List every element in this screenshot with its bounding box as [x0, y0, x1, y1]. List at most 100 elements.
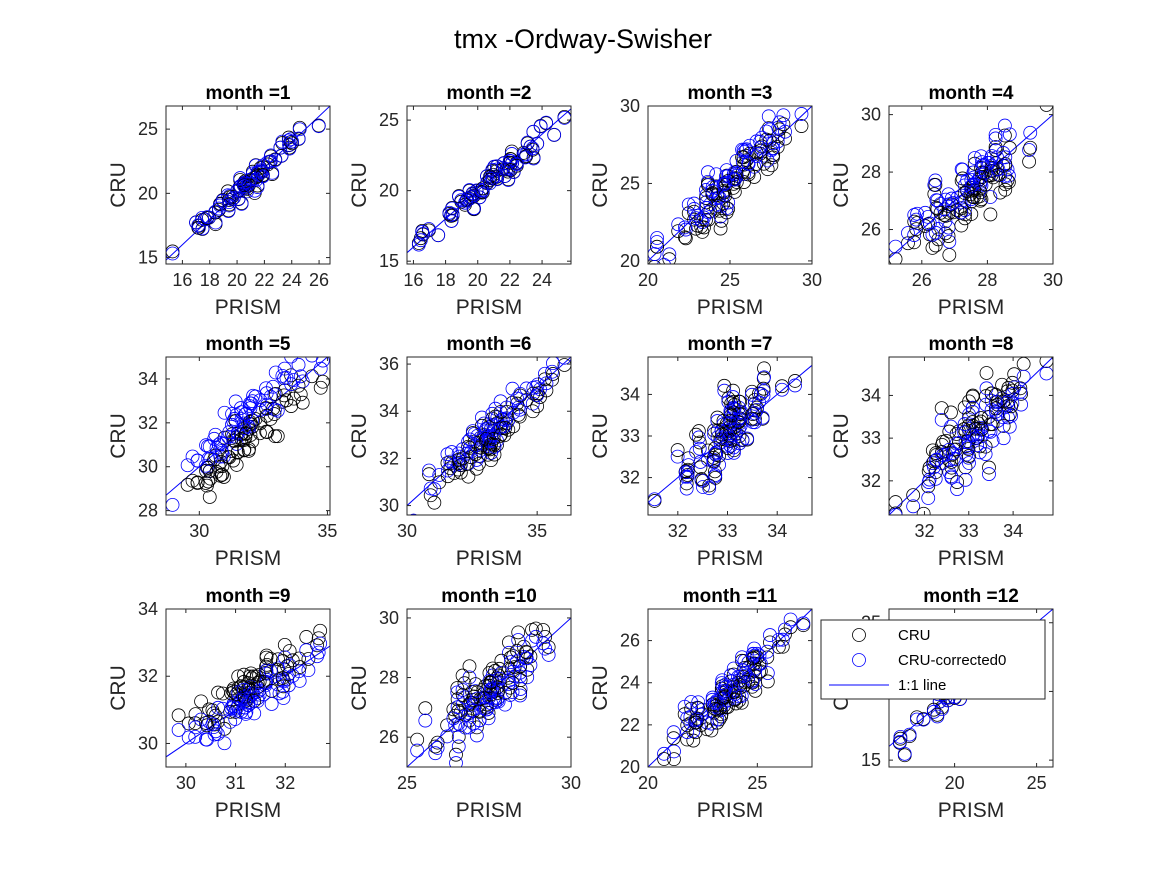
cru-corrected-point: [965, 428, 980, 443]
cru-corrected-point: [650, 231, 664, 245]
cru-corrected-point: [497, 169, 512, 183]
panel-title: month =1: [206, 83, 291, 104]
plot-area: [166, 609, 330, 767]
cru-corrected-point: [493, 394, 508, 409]
cru-corrected-point: [246, 686, 261, 701]
cru-corrected-point: [268, 153, 283, 168]
cru-corrected-point: [931, 222, 946, 236]
cru-point: [291, 378, 306, 393]
cru-corrected-point: [222, 198, 237, 213]
cru-corrected-point: [199, 732, 213, 747]
cru-corrected-point: [453, 718, 468, 732]
cru-corrected-point: [934, 412, 949, 427]
y-tick-label: 36: [379, 354, 399, 374]
cru-corrected-point: [757, 148, 771, 163]
cru-corrected-point: [727, 172, 742, 187]
cru-corrected-point: [796, 616, 811, 631]
cru-point: [657, 752, 671, 766]
cru-corrected-point: [256, 687, 271, 702]
cru-corrected-point: [418, 713, 433, 728]
cru-corrected-point: [657, 746, 671, 761]
cru-corrected-point: [512, 402, 527, 417]
cru-point: [978, 177, 993, 192]
cru-corrected-point: [243, 396, 257, 411]
cru-corrected-point: [293, 369, 308, 384]
cru-corrected-point: [957, 425, 972, 440]
cru-corrected-point: [1016, 369, 1031, 384]
cru-corrected-point: [732, 669, 747, 684]
cru-corrected-point: [502, 153, 517, 168]
cru-point: [253, 426, 267, 441]
cru-corrected-point: [972, 445, 987, 460]
cru-point: [512, 409, 527, 424]
cru-point: [934, 401, 949, 416]
y-axis-label: CRU: [348, 162, 371, 208]
cru-point: [446, 702, 461, 717]
cru-point: [708, 441, 723, 456]
panel-title: month =5: [206, 334, 291, 355]
cru-point: [973, 185, 988, 200]
cru-corrected-point: [928, 225, 943, 240]
cru-corrected-point: [181, 730, 196, 745]
y-axis-label: CRU: [589, 413, 612, 459]
cru-corrected-point: [909, 212, 924, 227]
cru-point: [490, 686, 505, 700]
cru-corrected-point: [680, 725, 695, 740]
cru-corrected-point: [962, 456, 976, 470]
cru-corrected-point: [1002, 419, 1017, 434]
cru-corrected-point: [916, 712, 931, 727]
cru-point: [276, 679, 291, 694]
cru-point: [757, 361, 771, 376]
cru-corrected-point: [988, 131, 1003, 146]
cru-corrected-point: [965, 400, 980, 415]
cru-point: [465, 693, 480, 707]
cru-corrected-point: [490, 172, 504, 187]
y-tick-label: 26: [379, 727, 399, 747]
cru-point: [738, 675, 753, 689]
cru-corrected-point: [937, 202, 952, 217]
x-tick-label: 30: [176, 773, 196, 793]
cru-corrected-point: [710, 712, 725, 727]
cru-point: [263, 651, 278, 666]
cru-corrected-point: [260, 397, 275, 412]
cru-point: [959, 439, 974, 453]
cru-corrected-point: [538, 641, 553, 656]
cru-point: [482, 440, 497, 455]
cru-point: [472, 703, 487, 718]
cru-point: [1039, 106, 1053, 112]
cru-point: [996, 419, 1011, 433]
cru-corrected-point: [701, 165, 715, 180]
cru-corrected-point: [205, 717, 220, 732]
cru-point: [907, 235, 922, 250]
cru-point: [721, 201, 736, 216]
x-tick-label: 20: [227, 270, 247, 290]
cru-point: [275, 671, 290, 685]
cru-corrected-point: [691, 695, 706, 710]
cru-corrected-point: [228, 394, 243, 409]
axes-box: [647, 608, 813, 768]
cru-point: [955, 171, 970, 186]
cru-point: [230, 445, 245, 459]
cru-corrected-point: [701, 205, 716, 220]
x-axis-label: PRISM: [938, 547, 1005, 570]
cru-corrected-point: [440, 729, 455, 744]
cru-point: [693, 460, 708, 475]
cru-point: [921, 217, 935, 232]
cru-corrected-point: [775, 382, 789, 397]
cru-corrected-point: [226, 190, 241, 205]
cru-point: [201, 460, 215, 475]
cru-point: [481, 706, 496, 720]
cru-point: [741, 167, 756, 182]
cru-corrected-point: [197, 212, 212, 227]
cru-corrected-point: [271, 661, 285, 676]
cru-corrected-point: [731, 422, 746, 437]
scatter-points: [411, 109, 571, 252]
cru-point: [457, 676, 472, 691]
cru-point: [749, 156, 764, 171]
cru-point: [237, 443, 251, 458]
cru-corrected-point: [277, 361, 292, 376]
cru-corrected-point: [523, 658, 538, 672]
cru-corrected-point: [958, 472, 973, 487]
cru-corrected-point: [726, 390, 740, 404]
cru-corrected-point: [285, 134, 299, 149]
